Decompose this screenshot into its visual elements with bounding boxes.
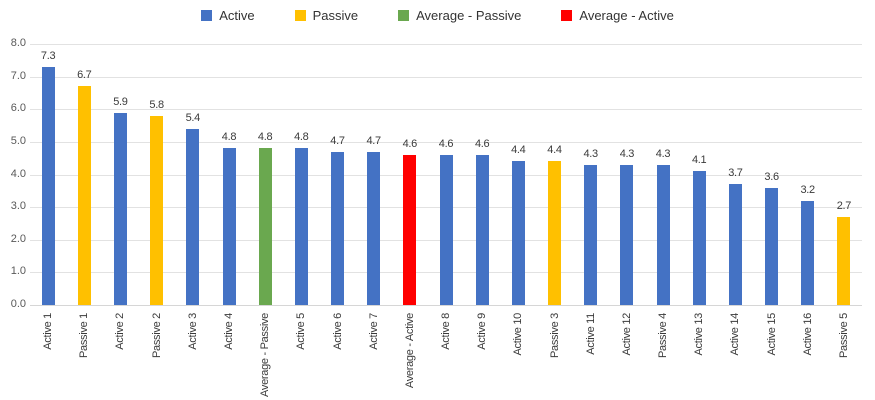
y-axis-tick-label: 8.0 bbox=[10, 37, 26, 49]
bar-value-label: 4.3 bbox=[583, 148, 598, 160]
x-axis-label: Average - Passive bbox=[259, 313, 272, 397]
gridline bbox=[30, 77, 862, 78]
x-axis-label: Active 13 bbox=[693, 313, 706, 356]
bar bbox=[113, 113, 127, 305]
x-axis-label: Passive 5 bbox=[837, 313, 850, 358]
bar-value-label: 5.9 bbox=[113, 96, 128, 108]
x-axis-label: Active 12 bbox=[620, 313, 633, 356]
x-axis-label: Active 11 bbox=[584, 313, 597, 355]
y-axis-tick-label: 4.0 bbox=[10, 168, 26, 180]
legend-label: Passive bbox=[312, 8, 359, 23]
y-axis-tick-label: 7.0 bbox=[10, 70, 26, 82]
x-axis-label: Active 1 bbox=[42, 313, 55, 350]
bar-value-label: 5.8 bbox=[149, 99, 164, 111]
y-axis-tick-label: 6.0 bbox=[10, 102, 26, 114]
legend-label: Active bbox=[219, 8, 255, 23]
bar-value-label: 4.8 bbox=[221, 131, 237, 143]
bar bbox=[728, 184, 742, 305]
bar-value-label: 3.2 bbox=[800, 184, 815, 196]
bar bbox=[475, 155, 489, 305]
legend-label: Average - Active bbox=[579, 8, 674, 23]
bar-value-label: 4.6 bbox=[474, 138, 490, 150]
x-axis-label: Passive 2 bbox=[150, 313, 163, 358]
x-axis-label: Active 5 bbox=[295, 313, 308, 350]
bar bbox=[331, 152, 344, 305]
x-axis-label: Average - Active bbox=[403, 313, 416, 389]
bar bbox=[548, 161, 561, 305]
bar-value-label: 4.8 bbox=[257, 131, 273, 143]
bar bbox=[186, 129, 200, 305]
gridline bbox=[30, 109, 862, 110]
x-axis-label: Active 10 bbox=[512, 313, 525, 356]
x-axis-label: Active 3 bbox=[186, 313, 199, 350]
legend-swatch bbox=[201, 10, 213, 21]
bar-value-label: 5.4 bbox=[185, 112, 201, 124]
legend-swatch bbox=[561, 10, 573, 21]
bar bbox=[150, 116, 164, 305]
y-axis-tick-label: 1.0 bbox=[10, 265, 26, 277]
bar bbox=[620, 165, 634, 305]
gridline bbox=[30, 305, 862, 306]
x-axis-label: Active 6 bbox=[331, 313, 344, 350]
y-axis-tick-label: 5.0 bbox=[10, 135, 26, 147]
legend-swatch bbox=[294, 10, 306, 21]
legend-item-average-passive: Average - Passive bbox=[398, 8, 521, 23]
x-axis-label: Active 15 bbox=[765, 313, 778, 356]
x-axis-label: Passive 1 bbox=[78, 313, 91, 358]
bar bbox=[765, 188, 779, 305]
bar bbox=[584, 165, 598, 305]
x-axis-label: Active 14 bbox=[729, 313, 742, 356]
bar-value-label: 4.3 bbox=[619, 148, 635, 160]
legend-item-active: Active bbox=[201, 8, 255, 23]
x-axis-label: Active 8 bbox=[440, 313, 452, 350]
x-axis-label: Passive 3 bbox=[548, 313, 561, 358]
x-axis-label: Active 2 bbox=[114, 313, 127, 350]
x-axis-label: Active 9 bbox=[476, 313, 489, 350]
bar bbox=[439, 155, 453, 305]
bar bbox=[222, 148, 236, 305]
bar-value-label: 4.4 bbox=[511, 144, 526, 156]
bar-value-label: 7.3 bbox=[40, 50, 56, 62]
y-axis-tick-label: 2.0 bbox=[10, 233, 26, 245]
x-axis-label: Active 4 bbox=[223, 313, 235, 350]
bar bbox=[511, 161, 525, 305]
bar-value-label: 4.6 bbox=[402, 138, 418, 150]
bar-value-label: 4.1 bbox=[691, 154, 707, 166]
legend-swatch bbox=[398, 10, 410, 21]
chart-legend: Active Passive Average - Passive Average - … bbox=[0, 8, 875, 23]
bar bbox=[801, 201, 815, 305]
bar-value-label: 4.3 bbox=[655, 148, 671, 160]
bar-value-label: 4.6 bbox=[438, 138, 454, 150]
x-axis-label: Active 7 bbox=[367, 313, 380, 350]
legend-item-passive: Passive bbox=[294, 8, 359, 23]
bar bbox=[367, 152, 381, 305]
bar bbox=[692, 171, 706, 305]
bar bbox=[258, 148, 272, 305]
bar-value-label: 6.7 bbox=[77, 69, 92, 81]
legend-label: Average - Passive bbox=[416, 8, 522, 23]
bar bbox=[403, 155, 417, 305]
bar bbox=[77, 86, 91, 305]
y-axis-tick-label: 0.0 bbox=[10, 298, 26, 310]
x-axis-label: Passive 4 bbox=[657, 313, 669, 358]
legend-item-average-active: Average - Active bbox=[561, 8, 674, 23]
bar-value-label: 4.4 bbox=[547, 144, 562, 156]
y-axis-tick-label: 3.0 bbox=[10, 200, 26, 212]
bar-value-label: 3.7 bbox=[728, 167, 743, 179]
gridline bbox=[30, 142, 862, 143]
bar bbox=[837, 217, 851, 305]
bar-value-label: 4.8 bbox=[294, 131, 309, 143]
x-axis-label: Active 16 bbox=[801, 313, 814, 356]
gridline bbox=[30, 44, 862, 45]
bar-value-label: 2.7 bbox=[836, 200, 852, 212]
bar-value-label: 3.6 bbox=[764, 171, 779, 183]
bar-value-label: 4.7 bbox=[330, 135, 345, 147]
bar bbox=[656, 165, 670, 305]
bar bbox=[294, 148, 308, 305]
bar-value-label: 4.7 bbox=[366, 135, 381, 147]
bar bbox=[41, 67, 55, 305]
